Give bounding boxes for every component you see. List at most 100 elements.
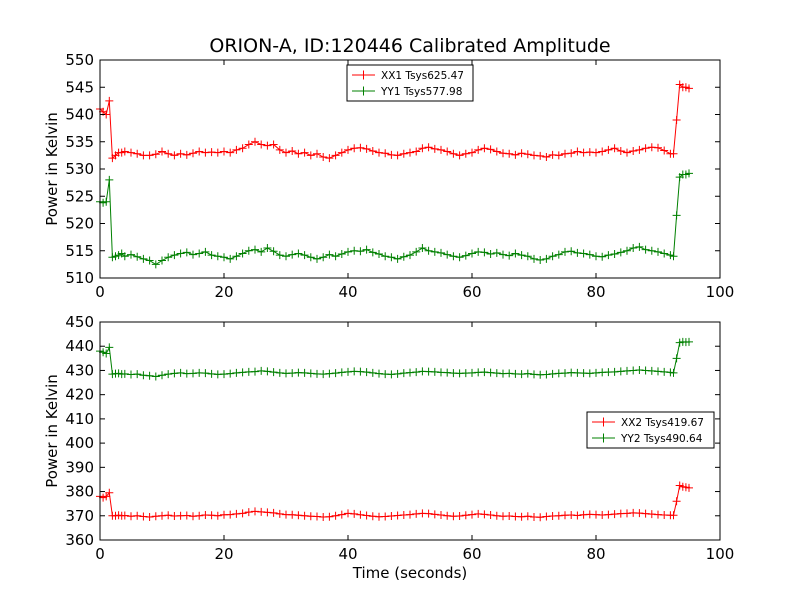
bottom-y-tick-label: 380 <box>65 483 94 501</box>
bottom-series-1-point <box>275 509 284 518</box>
bottom-series-1-point <box>213 511 222 520</box>
top-series-2-point <box>554 250 563 259</box>
top-series-2-point <box>548 252 557 261</box>
top-series-2-point <box>616 248 625 257</box>
top-series-2-point <box>604 251 613 260</box>
top-series-1-point <box>170 151 179 160</box>
top-series-2-point <box>207 251 216 260</box>
top-series-2-point <box>672 211 681 220</box>
bottom-y-tick-label: 420 <box>65 386 94 404</box>
top-series-1-point <box>406 148 414 157</box>
top-series-1-point <box>145 151 154 160</box>
top-plot-frame <box>99 59 721 279</box>
top-series-2-point <box>226 254 235 263</box>
top-series-1-point <box>195 147 204 156</box>
top-series-2-point <box>610 250 619 259</box>
top-series-2-point <box>523 252 532 261</box>
top-series-1-point <box>412 147 421 156</box>
top-series-1-point <box>393 151 402 160</box>
bottom-series-1-point <box>182 511 191 520</box>
top-series-1-point <box>685 84 693 93</box>
top-series-1-point <box>499 149 507 158</box>
top-series-2-point <box>567 247 576 256</box>
bottom-series-2-point <box>362 368 371 377</box>
top-series-1-point <box>375 148 383 157</box>
top-series-1-point <box>356 143 365 152</box>
bottom-series-2-point <box>523 369 532 378</box>
top-series-2-point <box>635 242 644 251</box>
top-x-tick-label: 100 <box>706 283 735 301</box>
top-x-tick-label: 40 <box>338 283 357 301</box>
top-y-tick-label: 535 <box>65 133 94 151</box>
bottom-series-1-point <box>468 510 476 519</box>
bottom-plot-frame <box>99 321 721 541</box>
top-series-2-point <box>430 247 439 256</box>
bottom-series-2-point <box>176 368 185 377</box>
top-series-2-point <box>201 247 210 256</box>
top-series-1-point <box>455 151 464 160</box>
top-series-2-point <box>647 246 656 255</box>
top-series-1-point <box>238 144 247 153</box>
bottom-series-1-point <box>145 512 154 521</box>
top-series-2-point <box>120 252 129 261</box>
top-series-2-point <box>536 256 545 265</box>
top-series-2-point <box>368 248 377 257</box>
top-series-1-point <box>176 149 185 158</box>
top-series-1-point <box>151 150 160 159</box>
top-series-2-point <box>585 250 594 259</box>
top-legend-label: XX1 Tsys625.47 <box>381 70 464 82</box>
top-series-2-point <box>313 254 321 263</box>
top-series-2-point <box>685 169 693 178</box>
top-series-1-point <box>251 137 259 146</box>
top-series-2-point <box>437 248 445 257</box>
bottom-series-1-point <box>337 510 346 519</box>
top-series-2-point <box>170 251 179 260</box>
top-series-2-point <box>542 254 551 263</box>
top-series-2-point <box>213 252 222 261</box>
top-series-1-point <box>573 147 582 156</box>
top-series-2-point <box>344 247 352 256</box>
top-series-1-point <box>133 149 142 158</box>
bottom-series-2-point <box>368 368 377 377</box>
top-series-1-point <box>585 148 594 157</box>
top-series-2-point <box>669 252 678 261</box>
top-series-2-point <box>623 246 631 255</box>
top-legend-marker <box>359 70 368 80</box>
top-series-1-point <box>449 149 458 158</box>
top-series-1-point <box>468 148 476 157</box>
top-y-tick-label: 510 <box>65 269 94 287</box>
top-y-tick-label: 545 <box>65 78 94 96</box>
bottom-series-layer <box>96 337 693 522</box>
top-y-tick-label: 530 <box>65 160 94 178</box>
top-series-1-point <box>368 147 377 156</box>
top-series-2-point <box>195 249 204 258</box>
top-series-2-point <box>244 246 253 255</box>
bottom-y-axis-label: Power in Kelvin <box>43 374 61 488</box>
top-series-2-point <box>238 249 247 258</box>
top-series-2-point <box>105 175 114 184</box>
top-series-2-point <box>275 251 284 260</box>
top-series-2-point <box>455 253 464 262</box>
top-series-2-point <box>387 253 396 262</box>
top-series-1-point <box>604 145 613 154</box>
top-series-2-point <box>561 247 569 256</box>
top-series-2-point <box>381 252 390 261</box>
bottom-series-2-point <box>105 343 114 352</box>
top-series-2-point <box>164 253 173 262</box>
bottom-axes-layer: 0 20 40 60 80 100 360 370 380 390 400 410 420 430 440 4… <box>65 313 734 563</box>
top-series-2-point <box>579 249 588 258</box>
top-series-2-point <box>474 247 483 256</box>
top-axes-layer: 0 20 40 60 80 100 510 515 520 525 530 535 540 545 550 <box>65 51 734 301</box>
top-series-2-point <box>573 248 582 257</box>
bottom-series-2-point <box>151 372 160 381</box>
bottom-series-2-point <box>145 371 154 380</box>
bottom-series-2-point <box>133 370 142 379</box>
bottom-legend-marker <box>599 417 608 427</box>
top-series-1-point <box>610 144 619 153</box>
top-series-1-point <box>623 148 631 157</box>
bottom-legend-marker <box>599 433 608 443</box>
top-series-1-point <box>647 143 656 152</box>
bottom-series-1-point <box>523 512 532 521</box>
bottom-series-2-point <box>158 371 166 380</box>
top-series-1-point <box>517 149 526 158</box>
